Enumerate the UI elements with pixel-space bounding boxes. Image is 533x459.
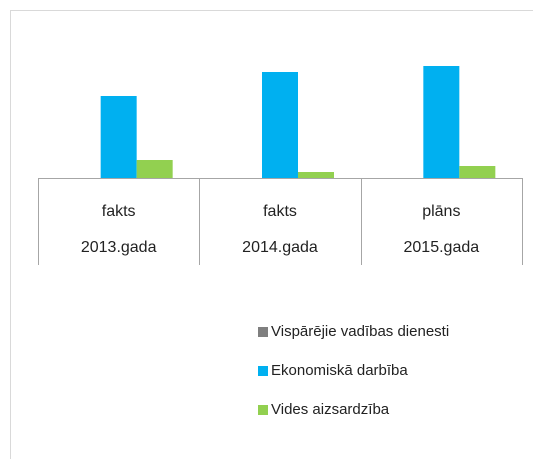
bar — [262, 72, 298, 178]
legend-swatch — [258, 366, 268, 376]
x-tick-label: 2014.gada — [242, 239, 318, 256]
x-tick-label: 2015.gada — [404, 239, 480, 256]
bar — [100, 96, 137, 178]
legend-swatch — [258, 405, 268, 415]
bar — [423, 66, 460, 178]
bar — [136, 160, 173, 178]
legend-swatch — [258, 327, 268, 337]
bar — [298, 172, 334, 178]
legend-label: Vispārējie vadības dienesti — [271, 323, 449, 340]
bar — [459, 166, 496, 178]
x-tick-label: fakts — [102, 203, 136, 220]
chart-frame — [10, 10, 533, 459]
x-tick-label: plāns — [422, 203, 460, 220]
x-tick-label: fakts — [263, 203, 297, 220]
legend-label: Ekonomiskā darbība — [271, 362, 408, 379]
x-tick-label: 2013.gada — [81, 239, 157, 256]
legend-label: Vides aizsardzība — [271, 401, 390, 418]
